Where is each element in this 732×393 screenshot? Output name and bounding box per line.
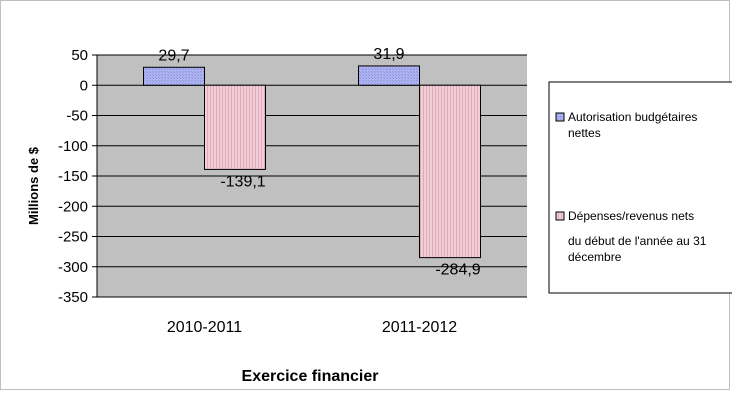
bars xyxy=(143,65,481,259)
data-label: 31,9 xyxy=(373,46,404,63)
data-label: 29,7 xyxy=(158,47,189,64)
legend-label-series-2: Dépenses/revenus nets du début de l'anné… xyxy=(568,209,710,264)
legend-label-series-1: Autorisation budgétaires nettes xyxy=(568,110,701,140)
x-tick-label: 2010-2011 xyxy=(167,319,242,336)
x-axis-title: Exercice financier xyxy=(242,368,379,385)
data-label: -284,9 xyxy=(435,262,480,279)
bar-series-1 xyxy=(358,65,420,86)
legend-swatch-series-2 xyxy=(555,211,565,221)
data-labels: 29,7 -139,1 31,9 -284,9 xyxy=(158,46,480,279)
y-tick-label: -250 xyxy=(58,229,88,246)
y-axis-title: Millions de $ xyxy=(26,146,41,225)
y-tick-label: -200 xyxy=(58,198,88,215)
y-tick-label: -50 xyxy=(66,108,88,125)
y-tick-label: -100 xyxy=(58,138,88,155)
x-tick-label: 2011-2012 xyxy=(382,319,457,336)
bar-series-2 xyxy=(204,84,266,170)
y-tick-label: 50 xyxy=(71,47,88,64)
data-label: -139,1 xyxy=(220,173,265,190)
x-axis: 2010-2011 2011-2012 xyxy=(167,319,457,336)
y-tick-label: -300 xyxy=(58,259,88,276)
y-tick-label: -150 xyxy=(58,168,88,185)
y-tick-label: -350 xyxy=(58,289,88,306)
legend-swatch-series-1 xyxy=(555,112,565,122)
y-tick-label: 0 xyxy=(80,77,88,94)
bar-series-1 xyxy=(143,66,205,86)
legend-box xyxy=(548,81,732,294)
legend: Autorisation budgétaires nettes Dépenses… xyxy=(548,81,732,294)
bar-series-2 xyxy=(419,84,481,259)
y-axis: 50 0 -50 -100 -150 -200 -250 -300 -350 xyxy=(58,47,98,306)
